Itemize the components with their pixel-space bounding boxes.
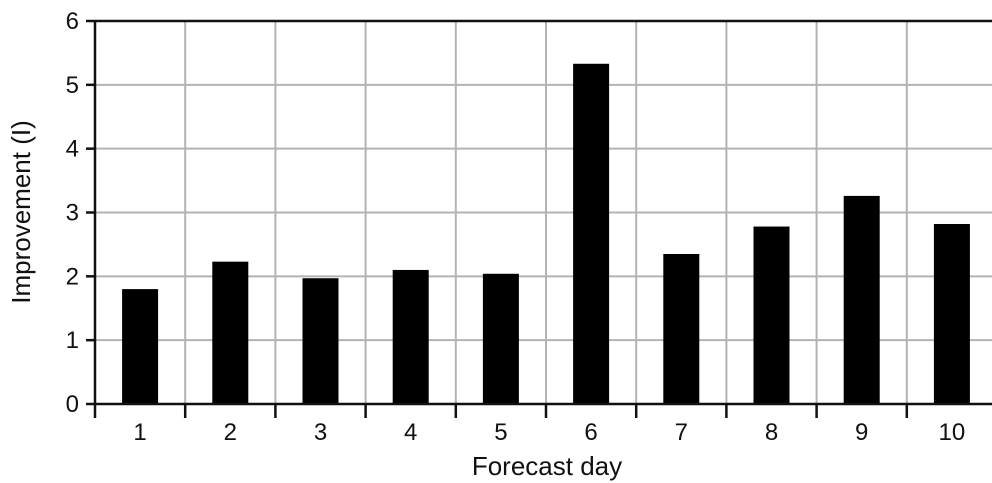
bar (482, 273, 519, 404)
tick-labels: 0 1 2 3 4 5 6 1 2 3 4 5 6 7 8 9 10 (66, 8, 966, 446)
x-tick-label: 3 (314, 419, 327, 446)
x-tick-label: 2 (224, 419, 237, 446)
x-tick-label: 9 (855, 419, 868, 446)
bar (302, 278, 339, 404)
y-axis-title: Improvement (I) (6, 120, 36, 304)
axes (86, 19, 992, 418)
x-tick-label: 1 (133, 419, 146, 446)
x-tick-label: 5 (494, 419, 507, 446)
grid-lines (95, 21, 992, 404)
bar (573, 63, 610, 404)
x-tick-label: 10 (939, 419, 966, 446)
x-axis-title: Forecast day (472, 451, 622, 481)
y-tick-label: 0 (66, 391, 79, 418)
bar (753, 226, 790, 404)
x-tick-label: 8 (765, 419, 778, 446)
bar (392, 269, 429, 404)
y-tick-label: 2 (66, 263, 79, 290)
y-tick-label: 5 (66, 72, 79, 99)
y-tick-label: 6 (66, 8, 79, 35)
x-tick-label: 6 (584, 419, 597, 446)
bar (843, 195, 880, 404)
bar (212, 261, 249, 404)
bar (122, 289, 159, 404)
bar (663, 253, 700, 404)
bar (933, 223, 970, 404)
bars (122, 63, 970, 404)
y-tick-label: 3 (66, 200, 79, 227)
y-tick-label: 4 (66, 136, 79, 163)
x-tick-label: 7 (675, 419, 688, 446)
y-tick-label: 1 (66, 327, 79, 354)
x-tick-label: 4 (404, 419, 417, 446)
